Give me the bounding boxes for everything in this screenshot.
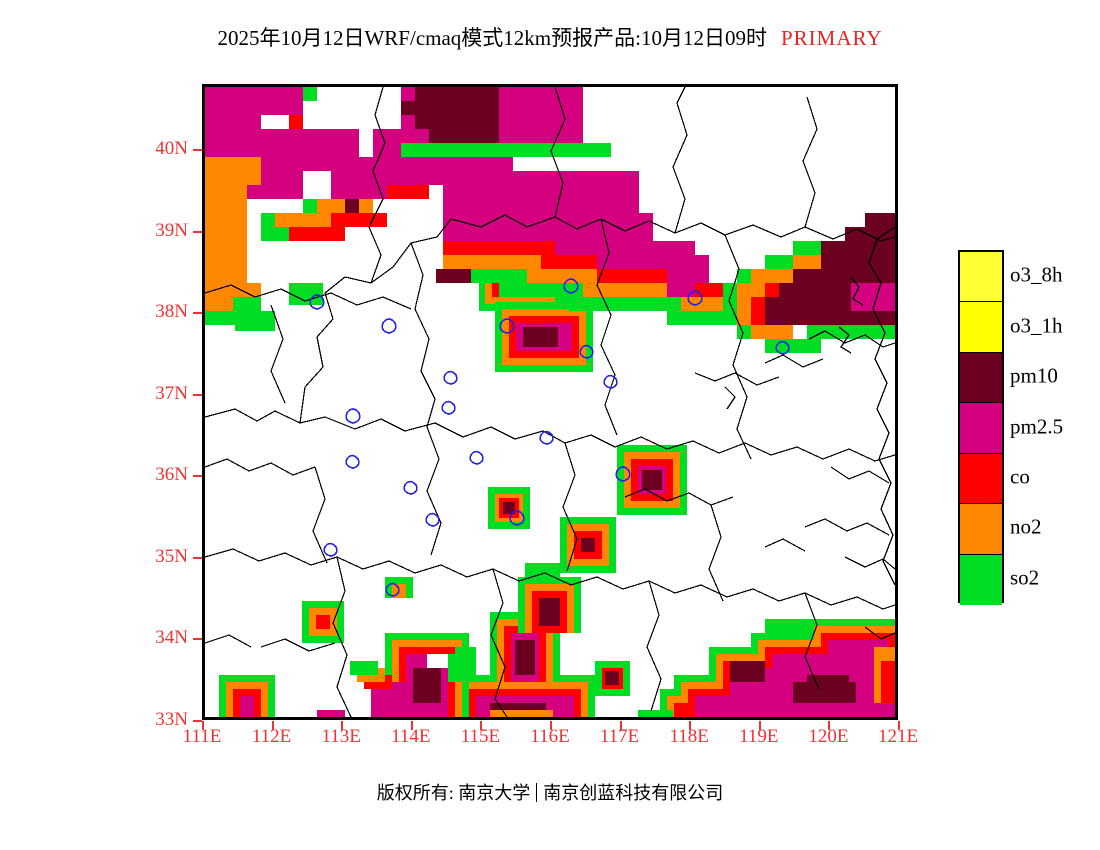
x-axis-label: 121E — [877, 726, 919, 747]
y-axis-label: 40N — [155, 138, 188, 160]
y-tick-mark — [193, 638, 202, 641]
footer-separator — [536, 783, 538, 802]
legend-swatch-co[interactable] — [960, 453, 1002, 505]
x-axis-label: 113E — [321, 726, 361, 747]
legend-label-no2[interactable]: no2 — [1010, 514, 1042, 539]
water-bodies — [309, 278, 790, 597]
x-tick-mark — [271, 721, 274, 730]
page-title: 2025年10月12日WRF/cmaq模式12km预报产品:10月12日09时 P… — [0, 22, 1100, 52]
legend-swatch-no2[interactable] — [960, 504, 1002, 555]
y-tick-mark — [193, 393, 202, 396]
y-tick-mark — [193, 312, 202, 315]
forecast-map[interactable] — [202, 84, 898, 720]
coastline — [724, 226, 895, 586]
x-axis-label: 119E — [739, 726, 779, 747]
x-tick-mark — [619, 721, 622, 730]
x-tick-mark — [898, 721, 900, 730]
x-axis-label: 112E — [251, 726, 292, 747]
y-axis-label: 33N — [155, 709, 188, 730]
x-tick-mark — [410, 721, 413, 730]
x-tick-mark — [480, 721, 483, 730]
x-tick-mark — [202, 721, 204, 730]
x-axis-label: 118E — [669, 726, 709, 747]
legend-label-pm2-5[interactable]: pm2.5 — [1010, 414, 1064, 438]
y-tick-mark — [193, 230, 202, 233]
copyright-owner: 版权所有: 南京大学 — [376, 783, 531, 803]
y-tick-mark — [193, 720, 202, 722]
y-axis-label: 36N — [155, 464, 188, 486]
x-axis-label: 111E — [182, 726, 222, 747]
x-tick-mark — [341, 721, 344, 730]
x-tick-mark — [550, 721, 552, 730]
legend-swatch-o3_1h[interactable] — [960, 302, 1002, 353]
legend-label-pm10[interactable]: pm10 — [1010, 363, 1058, 388]
x-axis-label: 120E — [808, 726, 849, 747]
y-axis-label: 34N — [155, 627, 188, 649]
x-axis-label: 114E — [391, 726, 431, 747]
x-axis-label: 117E — [599, 726, 640, 747]
legend-label-o3_1h[interactable]: o3_1h — [1010, 313, 1063, 338]
title-primary-badge: PRIMARY — [780, 26, 883, 50]
x-axis-label: 116E — [530, 726, 570, 747]
x-tick-mark — [689, 721, 692, 730]
legend-swatch-so2[interactable] — [960, 554, 1002, 605]
legend-label-co[interactable]: co — [1010, 464, 1030, 489]
map-canvas — [205, 87, 895, 717]
x-axis-label: 115E — [460, 726, 501, 747]
y-axis-label: 39N — [155, 219, 188, 241]
legend-label-so2[interactable]: so2 — [1010, 565, 1040, 590]
legend-swatch-pm2-5[interactable] — [960, 403, 1002, 454]
admin-boundaries — [205, 87, 895, 717]
copyright-company: 南京创蓝科技有限公司 — [543, 783, 724, 803]
pollutant-field — [205, 87, 895, 717]
copyright-footer: 版权所有: 南京大学 南京创蓝科技有限公司 — [0, 779, 1100, 805]
y-axis-label: 35N — [155, 545, 188, 567]
y-tick-mark — [193, 475, 202, 478]
y-axis-label: 38N — [155, 301, 188, 323]
x-tick-mark — [758, 721, 761, 730]
y-axis-label: 37N — [155, 382, 188, 404]
x-tick-mark — [828, 721, 831, 730]
title-main-text: 2025年10月12日WRF/cmaq模式12km预报产品:10月12日09时 — [217, 26, 767, 50]
y-tick-mark — [193, 149, 202, 152]
legend-label-o3_8h[interactable]: o3_8h — [1010, 262, 1063, 287]
legend-swatch-o3_8h[interactable] — [960, 252, 1002, 303]
legend-swatch-column — [958, 250, 1004, 605]
y-tick-mark — [193, 556, 202, 559]
legend-swatch-pm10[interactable] — [960, 352, 1002, 404]
